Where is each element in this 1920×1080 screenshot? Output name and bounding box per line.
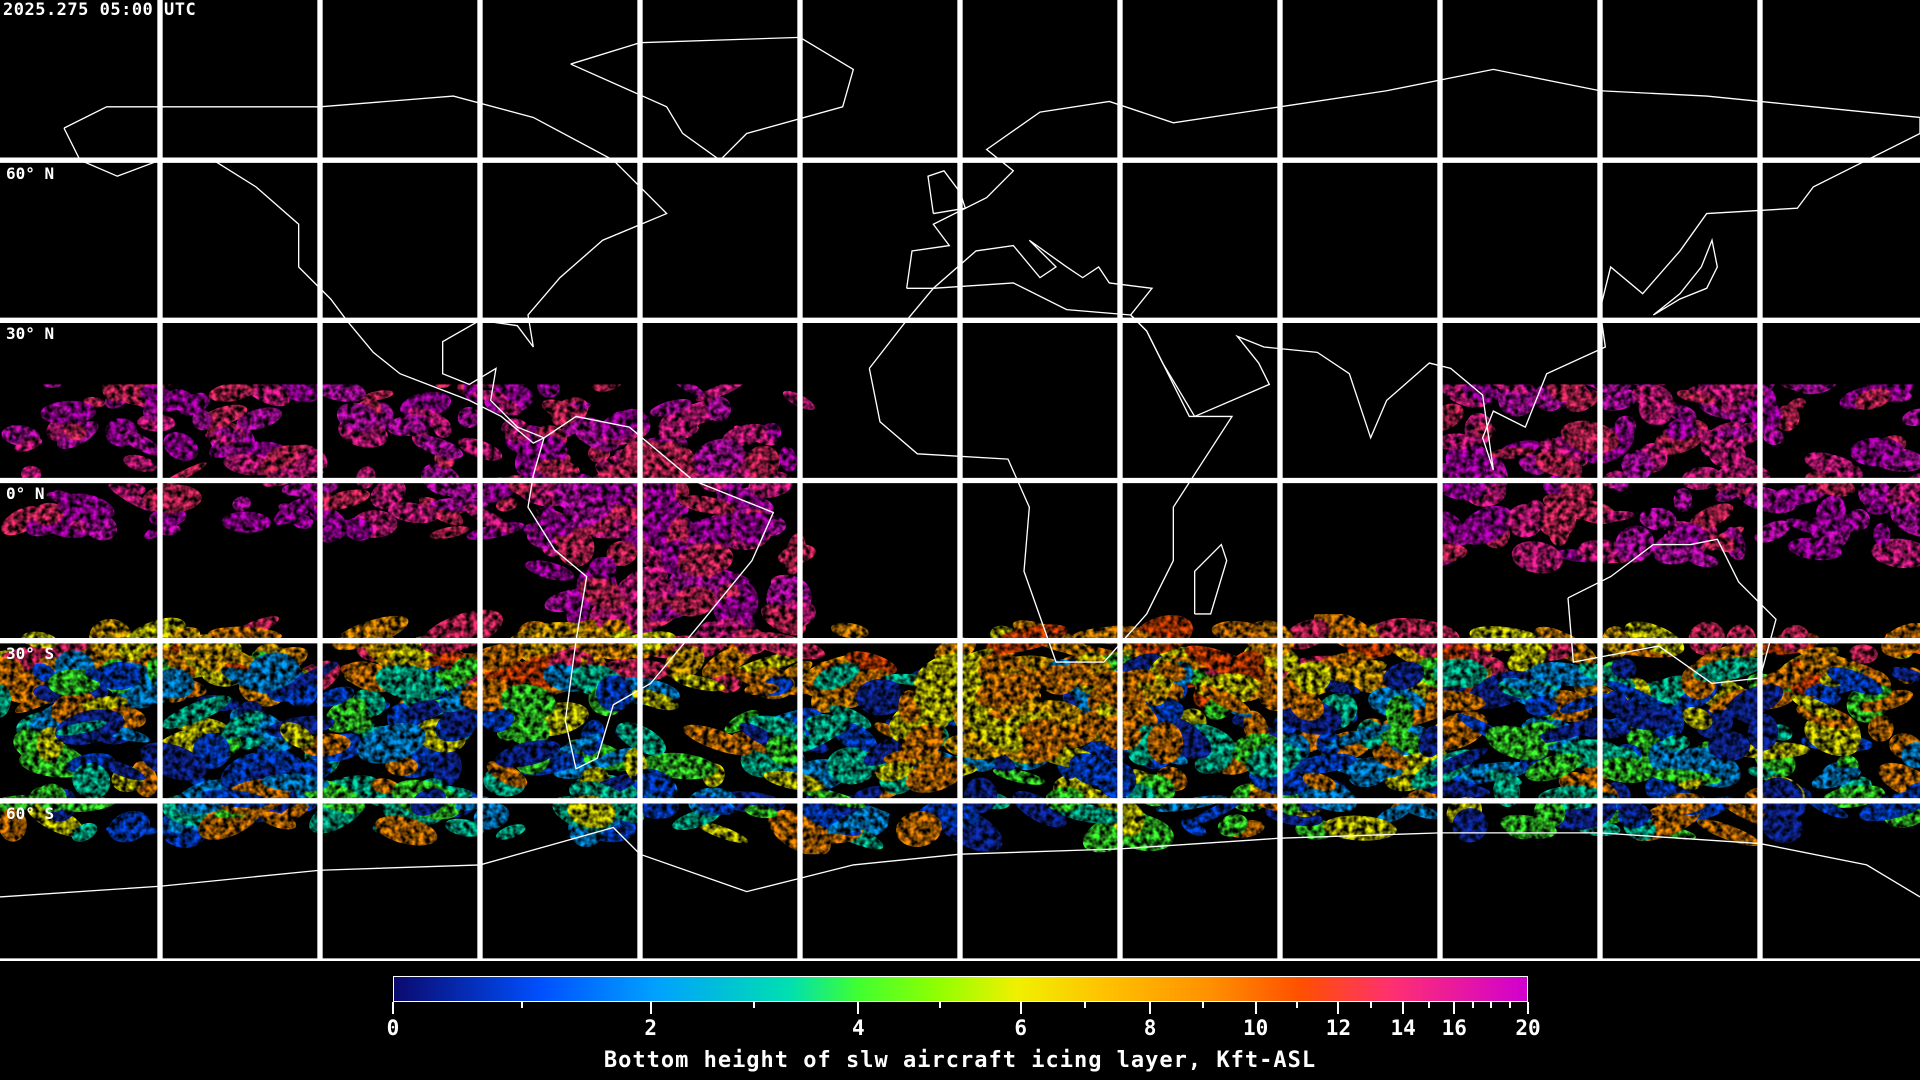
colorbar-title: Bottom height of slw aircraft icing laye…: [603, 1048, 1317, 1073]
colorbar-tick-label: 12: [1325, 1016, 1352, 1040]
colorbar-minor-tick: [1084, 1002, 1087, 1008]
timestamp: 2025.275 05:00 UTC: [3, 0, 197, 20]
colorbar-major-tick: [392, 1002, 394, 1014]
coastline-north-america: [63, 95, 668, 444]
colorbar-tick-label: 10: [1242, 1016, 1269, 1040]
coastline-antarctica: [0, 826, 1920, 898]
colorbar-tick-label: 16: [1441, 1016, 1467, 1040]
coastline-south-america: [527, 415, 775, 770]
colorbar-minor-tick: [1296, 1002, 1299, 1008]
colorbar-major-tick: [1337, 1002, 1340, 1014]
colorbar-tick-label: 6: [1014, 1016, 1027, 1040]
colorbar-minor-tick: [1369, 1002, 1372, 1008]
colorbar-minor-tick: [1471, 1002, 1474, 1008]
colorbar-tick-label: 2: [644, 1016, 657, 1040]
colorbar-major-tick: [1254, 1002, 1257, 1014]
colorbar-tick-label: 0: [386, 1016, 400, 1040]
colorbar-minor-tick: [520, 1002, 523, 1008]
lat-label-0: 0° N: [6, 484, 45, 503]
coastlines: [0, 36, 1920, 898]
coastline-africa: [868, 282, 1234, 663]
colorbar-major-tick: [649, 1002, 652, 1014]
lat-label-30n: 30° N: [6, 324, 55, 343]
colorbar-tick-label: 8: [1143, 1016, 1157, 1040]
colorbar-minor-tick: [1201, 1002, 1204, 1008]
colorbar-major-tick: [1527, 1002, 1529, 1014]
coastline-greenland: [570, 36, 855, 162]
icing-map: [0, 0, 1920, 961]
colorbar-ticks: 0 2 4 6 8 10 12 14 16 20: [387, 1002, 1541, 1052]
colorbar-tick-label: 14: [1390, 1016, 1416, 1040]
colorbar-minor-tick: [753, 1002, 756, 1008]
colorbar-major-tick: [1402, 1002, 1405, 1014]
lat-label-60s: 60° S: [6, 804, 55, 823]
colorbar-minor-tick: [1427, 1002, 1430, 1008]
coastline-japan: [1652, 237, 1719, 316]
colorbar-minor-tick: [1490, 1002, 1493, 1008]
lat-label-60n: 60° N: [6, 164, 55, 183]
colorbar-minor-tick: [1508, 1002, 1511, 1008]
colorbar-tick-label: 20: [1515, 1016, 1541, 1040]
coastline-madagascar: [1194, 543, 1228, 615]
graticule: [0, 0, 1920, 961]
colorbar: [393, 976, 1528, 1002]
colorbar-major-tick: [1019, 1002, 1022, 1014]
colorbar-major-tick: [1149, 1002, 1152, 1014]
lat-label-30s: 30° S: [6, 644, 55, 663]
colorbar-major-tick: [857, 1002, 860, 1014]
colorbar-minor-tick: [938, 1002, 941, 1008]
colorbar-tick-label: 4: [852, 1016, 865, 1040]
colorbar-major-tick: [1453, 1002, 1456, 1014]
coastline-eurasia: [906, 68, 1920, 471]
